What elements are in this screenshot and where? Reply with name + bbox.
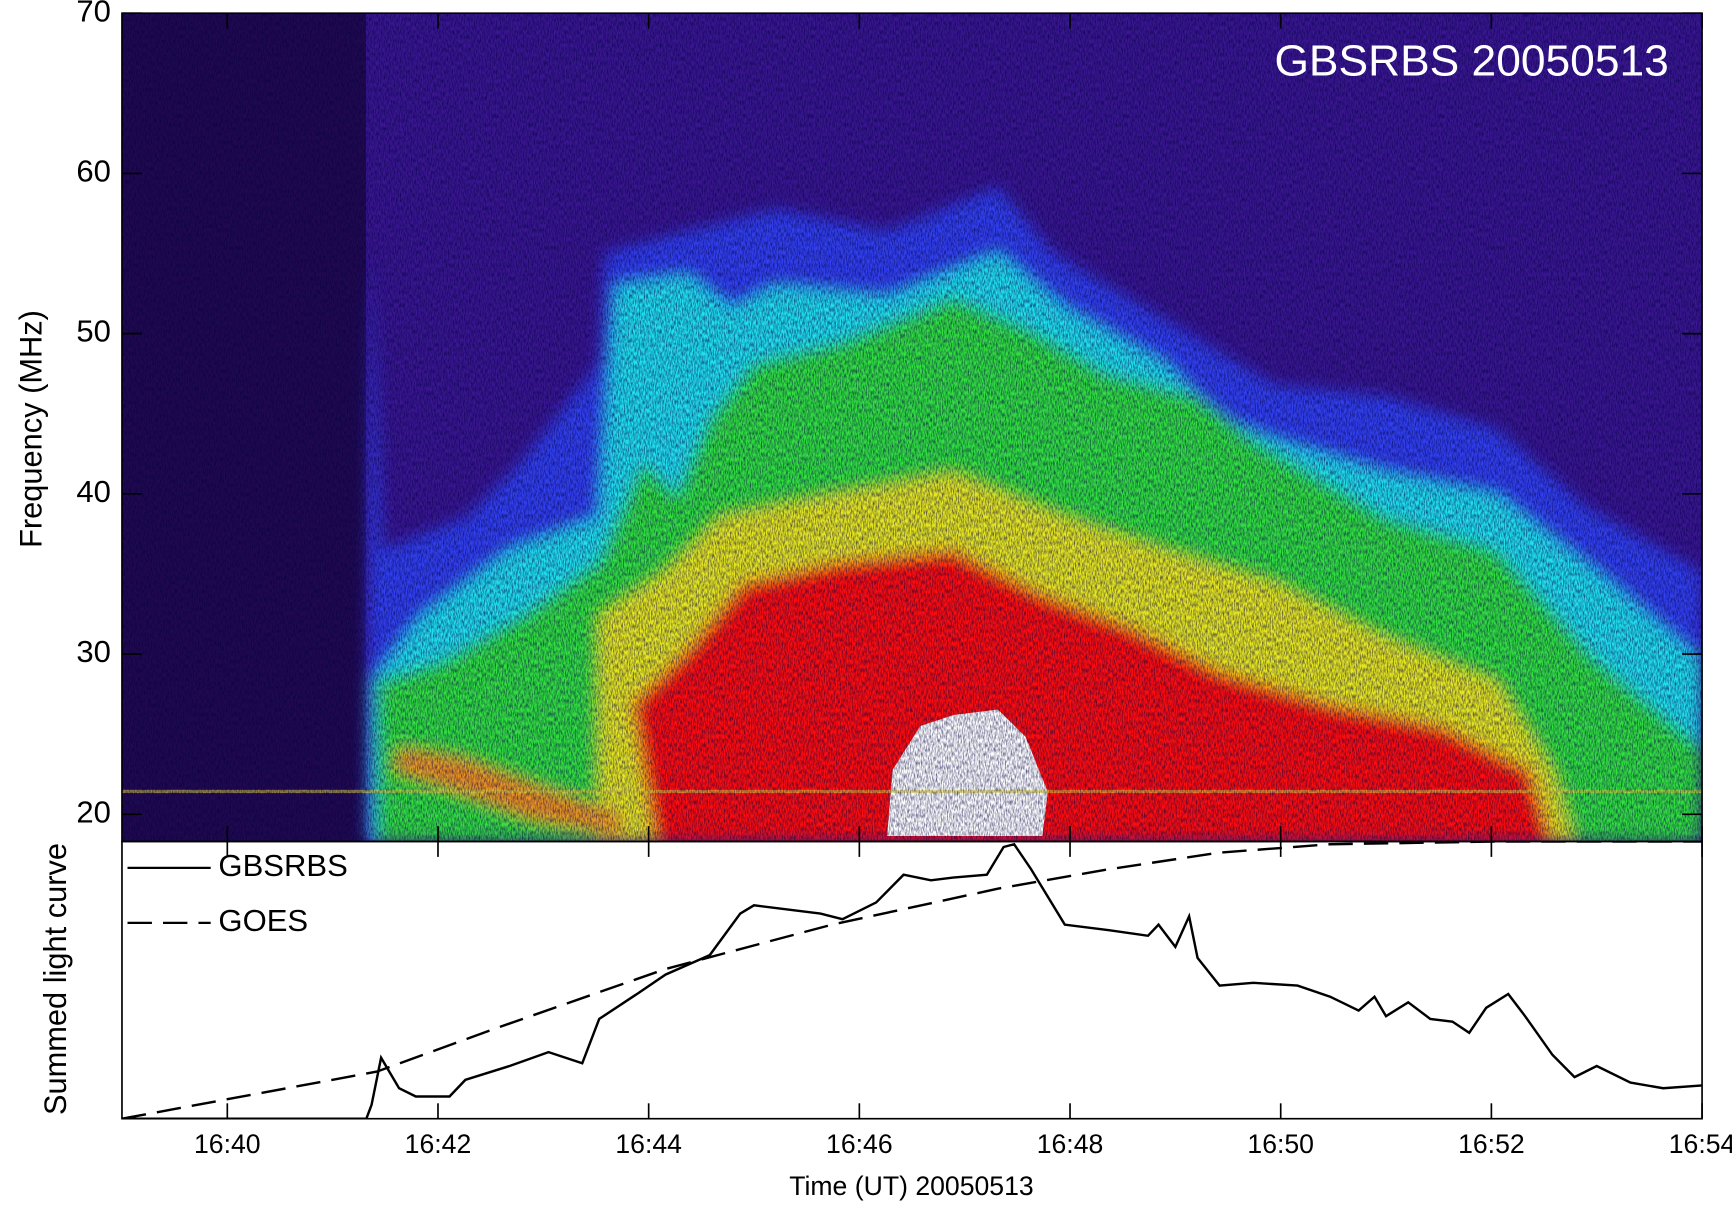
bottom-frame bbox=[122, 842, 1702, 1119]
x-tick-label: 16:42 bbox=[405, 1129, 472, 1159]
y-axis-title: Summed light curve bbox=[38, 843, 73, 1115]
y-tick-label: 70 bbox=[76, 0, 111, 28]
y-tick-label: 50 bbox=[76, 314, 111, 349]
light-curve bbox=[122, 844, 1702, 1118]
x-tick-label: 16:54 bbox=[1669, 1129, 1732, 1159]
x-tick-label: 16:40 bbox=[194, 1129, 261, 1159]
x-tick-label: 16:46 bbox=[826, 1129, 893, 1159]
x-tick-label: 16:48 bbox=[1037, 1129, 1104, 1159]
x-tick-label: 16:50 bbox=[1247, 1129, 1314, 1159]
y-tick-label: 20 bbox=[76, 795, 111, 830]
chart-title: GBSRBS 20050513 bbox=[1274, 37, 1668, 86]
y-axis-title: Frequency (MHz) bbox=[13, 310, 48, 548]
light-curve bbox=[122, 842, 1702, 1119]
legend-label: GBSRBS bbox=[218, 848, 347, 883]
figure: GBSRBS 20050513 Frequency (MHz) Summed l… bbox=[0, 0, 1732, 1210]
plot-area bbox=[122, 842, 1702, 1119]
x-tick-label: 16:44 bbox=[615, 1129, 682, 1159]
y-tick-label: 30 bbox=[76, 634, 111, 669]
y-tick-label: 40 bbox=[76, 474, 111, 509]
y-tick-label: 60 bbox=[76, 154, 111, 189]
spectrogram bbox=[122, 13, 1702, 841]
page: {"chart_data": [ {"type": "spectrogram",… bbox=[0, 0, 1732, 1210]
x-axis-title: Time (UT) 20050513 bbox=[789, 1171, 1033, 1201]
x-tick-label: 16:52 bbox=[1458, 1129, 1525, 1159]
legend-label: GOES bbox=[218, 903, 308, 938]
